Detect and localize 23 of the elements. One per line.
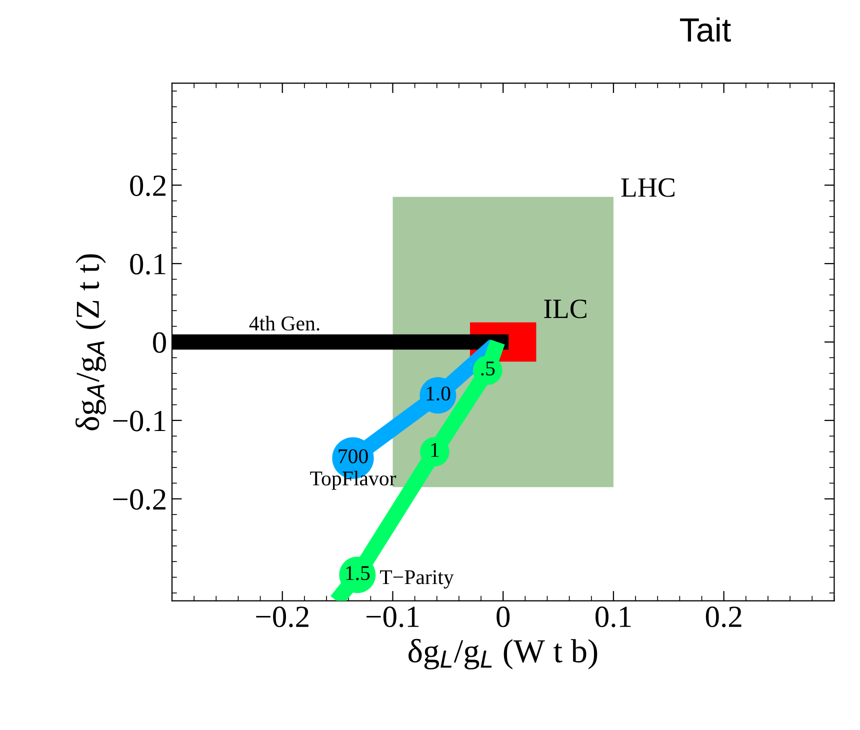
annotation: 1 xyxy=(431,443,439,457)
y-tick-label: 0.2 xyxy=(130,175,166,196)
annotation: 1.0 xyxy=(426,386,450,401)
y-axis-title: δg$_{A}$/g$_{A}$ (Z t t) xyxy=(75,254,106,430)
x-tick-label: 0.1 xyxy=(596,606,631,628)
annotation: 700 xyxy=(338,449,368,464)
x-tick-label: −0.1 xyxy=(366,606,419,628)
series-label: 4th Gen. xyxy=(249,316,320,331)
y-tick-label: −0.2 xyxy=(113,489,166,510)
annotation: .5 xyxy=(481,362,495,376)
series-label: ILC xyxy=(544,300,586,318)
annotation: 1.5 xyxy=(346,566,370,580)
chart-title: Tait xyxy=(680,17,731,42)
series-label: TopFlavor xyxy=(310,470,396,490)
y-tick-label: −0.1 xyxy=(113,410,166,432)
y-tick-label: 0.1 xyxy=(130,254,166,275)
y-tick-label: 0 xyxy=(153,332,166,353)
x-tick-label: 0.2 xyxy=(706,606,742,628)
x-tick-label: 0 xyxy=(496,606,510,628)
x-axis-title: δg$_{L}$/g$_{L}$ (W t b) xyxy=(408,638,598,670)
x-tick-label: −0.2 xyxy=(256,606,308,628)
series-label: LHC xyxy=(621,178,674,197)
series-label: T−Parity xyxy=(380,570,454,589)
